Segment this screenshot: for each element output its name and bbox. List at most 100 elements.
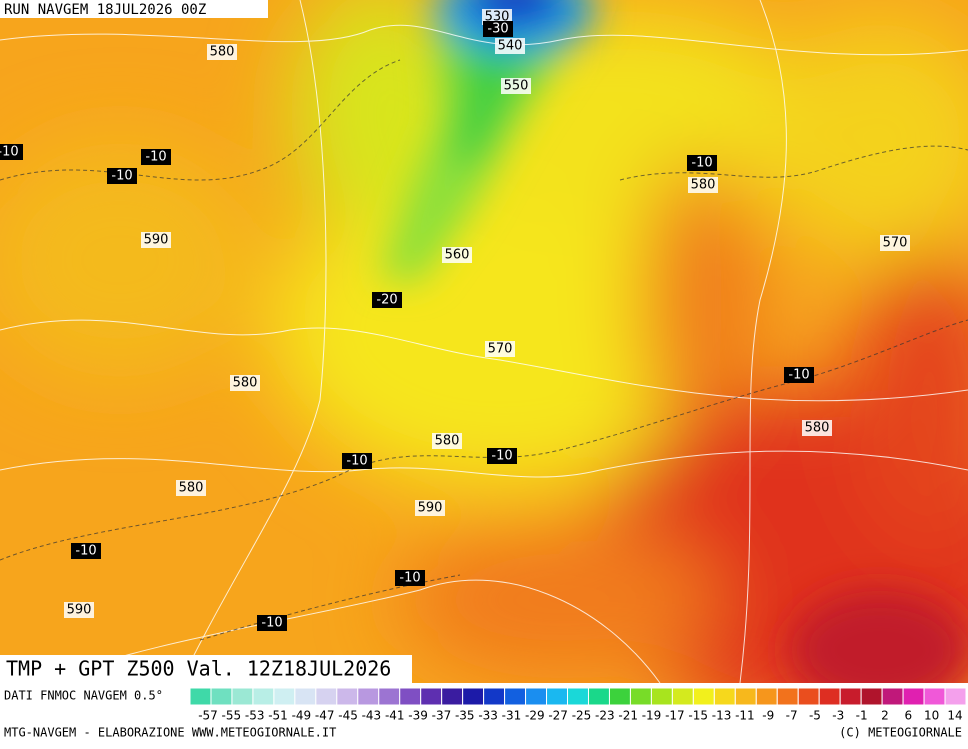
scale-box — [567, 687, 589, 706]
tmp-label-bg — [372, 292, 402, 308]
scale-box — [902, 687, 925, 706]
scale-label: 10 — [924, 709, 939, 723]
scale-label: -53 — [245, 709, 265, 723]
tmp-label: -10 — [346, 454, 367, 469]
scale-label: 14 — [947, 709, 962, 723]
map-field — [0, 0, 968, 683]
scale-box — [357, 687, 380, 706]
source-label: DATI FNMOC NAVGEM 0.5° — [4, 689, 163, 703]
scale-label: -15 — [688, 709, 708, 723]
tmp-label-bg — [395, 570, 425, 586]
scale-label: -45 — [338, 709, 358, 723]
gpt-label-bg — [432, 433, 462, 449]
scale-box — [546, 687, 569, 706]
scale-label: -31 — [502, 709, 522, 723]
title-box — [0, 655, 412, 683]
scale-box — [692, 687, 715, 706]
credit-label: MTG-NAVGEM - ELABORAZIONE WWW.METEOGIORN… — [4, 726, 336, 740]
scale-box — [797, 687, 820, 706]
scale-box — [734, 687, 757, 706]
gpt-label-bg — [176, 480, 206, 496]
scale-box — [189, 687, 212, 706]
scale-label: -41 — [385, 709, 405, 723]
gpt-label: 550 — [504, 79, 529, 94]
map-labels: 580 590 530 540 550 580 570 560 570 580 580 580 580 5… — [0, 9, 910, 631]
gpt-label-bg — [802, 420, 832, 436]
scale-box — [818, 687, 841, 706]
scale-box — [650, 687, 673, 706]
scale-box — [399, 687, 422, 706]
scale-label: -57 — [198, 709, 218, 723]
scale-box — [315, 687, 338, 706]
scale-label: -47 — [315, 709, 335, 723]
scale-box — [860, 687, 883, 706]
tmp-label-bg — [784, 367, 814, 383]
scale-label: -1 — [856, 709, 868, 723]
scale-box — [944, 687, 967, 706]
scale-box — [462, 687, 485, 706]
scale-label: -29 — [525, 709, 545, 723]
scale-box — [336, 687, 359, 706]
scale-box — [587, 687, 610, 706]
tmp-label-bg — [71, 543, 101, 559]
gpt-label-bg — [141, 232, 171, 248]
tmp-label: -30 — [487, 22, 508, 37]
scale-box — [483, 687, 506, 706]
scale-box — [881, 687, 904, 706]
scale-box — [294, 687, 317, 706]
gpt-label: 580 — [179, 481, 204, 496]
map-title: TMP + GPT Z500 Val. 12Z18JUL2026 — [6, 657, 391, 681]
tmp-label-bg — [483, 21, 513, 37]
tmp-label: -10 — [788, 368, 809, 383]
scale-box — [378, 687, 401, 706]
scale-label: -49 — [292, 709, 312, 723]
tmp-label: -10 — [399, 571, 420, 586]
color-scale: -57 -55 -53 -51 -49 -47 -45 -43 -41 -39 -37 -35 -33-… — [189, 687, 967, 723]
tmp-label: -10 — [691, 156, 712, 171]
gpt-label-bg — [230, 375, 260, 391]
gpt-label-bg — [415, 500, 445, 516]
scale-box — [755, 687, 778, 706]
scale-box — [441, 687, 464, 706]
tmp-label: -10 — [0, 145, 19, 160]
scale-box — [210, 687, 233, 706]
scale-label: -23 — [595, 709, 615, 723]
scale-label: -25 — [572, 709, 592, 723]
tmp-label-bg — [487, 448, 517, 464]
tmp-label: -10 — [111, 169, 132, 184]
scale-box — [504, 687, 527, 706]
scale-box — [776, 687, 799, 706]
scale-box — [839, 687, 862, 706]
gpt-label: 580 — [435, 434, 460, 449]
gpt-label: 580 — [805, 421, 830, 436]
tmp-label-bg — [0, 144, 23, 160]
scale-box — [231, 687, 254, 706]
scale-label: -27 — [548, 709, 568, 723]
scale-label: -37 — [432, 709, 452, 723]
copyright-label: (C) METEOGIORNALE — [839, 726, 962, 740]
gpt-label: 580 — [210, 45, 235, 60]
gpt-label: 570 — [488, 342, 513, 357]
gpt-label: 590 — [418, 501, 443, 516]
scale-box — [525, 687, 548, 706]
scale-box — [608, 687, 631, 706]
run-label: RUN NAVGEM 18JUL2026 00Z — [4, 2, 206, 18]
scale-label: -3 — [832, 709, 844, 723]
tmp-label: -20 — [376, 293, 397, 308]
tmp-label-bg — [141, 149, 171, 165]
gpt-label-bg — [207, 44, 237, 60]
header-box — [0, 0, 268, 18]
scale-label: 6 — [904, 709, 912, 723]
scale-label: -17 — [665, 709, 685, 723]
gpt-label: 540 — [498, 39, 523, 54]
gpt-label: 570 — [883, 236, 908, 251]
gpt-label: 580 — [691, 178, 716, 193]
scale-label: -55 — [222, 709, 242, 723]
scale-label: -5 — [809, 709, 821, 723]
gpt-label-bg — [485, 341, 515, 357]
scale-box — [713, 687, 736, 706]
gpt-label-bg — [501, 78, 531, 94]
gpt-label-bg — [688, 177, 718, 193]
